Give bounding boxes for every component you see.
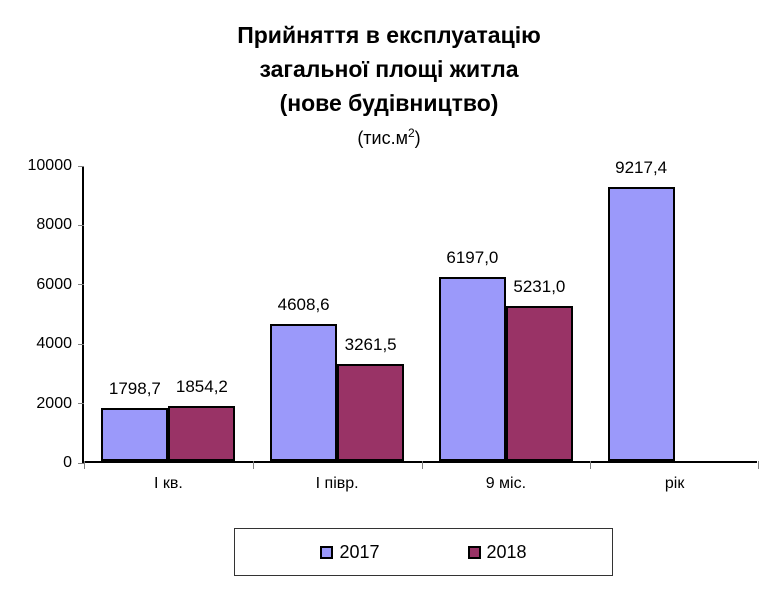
x-axis-category-label-3: 9 міс.	[485, 475, 527, 492]
y-axis-label-6000: 6000	[36, 275, 72, 293]
x-axis-tick-1	[252, 461, 254, 469]
bar-2017-9 міс.	[438, 276, 506, 461]
y-axis-tick-0	[78, 462, 84, 464]
bar-value-label-2018-9 міс.: 5231,0	[513, 276, 566, 296]
legend-label-2018: 2018	[486, 541, 527, 562]
y-axis-tick-8000	[78, 224, 84, 226]
bar-2018-І півр.	[337, 364, 405, 461]
y-axis-label-2000: 2000	[36, 394, 72, 412]
chart-title-line-3: (нове будівництво)	[279, 90, 499, 116]
chart-title: Прийняття в експлуатацію загальної площі…	[0, 18, 778, 151]
y-axis-label-4000: 4000	[36, 335, 72, 353]
bar-value-label-2017-І кв.: 1798,7	[108, 378, 161, 398]
chart-unit-label: (тис.м2)	[357, 126, 421, 148]
x-axis-tick-4	[758, 461, 759, 469]
plot-area: 0 2000 4000 6000 8000 10000 1798,7 1854,2 І кв. 4…	[28, 157, 759, 492]
bar-2018-І кв.	[168, 405, 236, 461]
y-axis-label-10000: 10000	[27, 157, 73, 174]
legend-swatch-2018	[467, 545, 481, 559]
bar-2018-9 міс.	[505, 305, 573, 461]
x-axis-category-label-4: рік	[664, 475, 685, 492]
x-axis-category-label-2: І півр.	[315, 475, 359, 492]
bar-value-label-2017-9 міс.: 6197,0	[446, 247, 499, 267]
bar-value-label-2017-рік: 9217,4	[615, 158, 668, 178]
legend-swatch-2017	[320, 545, 334, 559]
bar-2017-рік	[607, 187, 675, 461]
y-axis-tick-4000	[78, 343, 84, 345]
chart-title-line-2: загальної площі житла	[259, 56, 519, 82]
y-axis-tick-2000	[78, 403, 84, 405]
legend-entry-2018: 2018	[467, 541, 527, 563]
bar-value-label-2018-І півр.: 3261,5	[344, 335, 397, 355]
bar-value-label-2018-І кв.: 1854,2	[175, 376, 228, 396]
y-axis-label-0: 0	[63, 454, 72, 471]
x-axis-category-label-1: І кв.	[153, 475, 183, 492]
bar-value-label-2017-І півр.: 4608,6	[277, 295, 330, 315]
legend-label-2017: 2017	[339, 541, 380, 562]
bar-2017-І кв.	[101, 407, 169, 461]
chart-title-line-1: Прийняття в експлуатацію	[237, 22, 541, 48]
y-axis-label-8000: 8000	[36, 216, 72, 234]
legend-entry-2017: 2017	[320, 541, 380, 563]
x-axis-tick-3	[590, 461, 592, 469]
x-axis-tick-0	[84, 461, 85, 469]
y-axis-tick-6000	[78, 284, 84, 286]
y-axis-tick-10000	[78, 165, 84, 167]
bar-2017-І півр.	[270, 324, 338, 461]
legend: 2017 2018	[234, 528, 613, 576]
x-axis-tick-2	[421, 461, 423, 469]
